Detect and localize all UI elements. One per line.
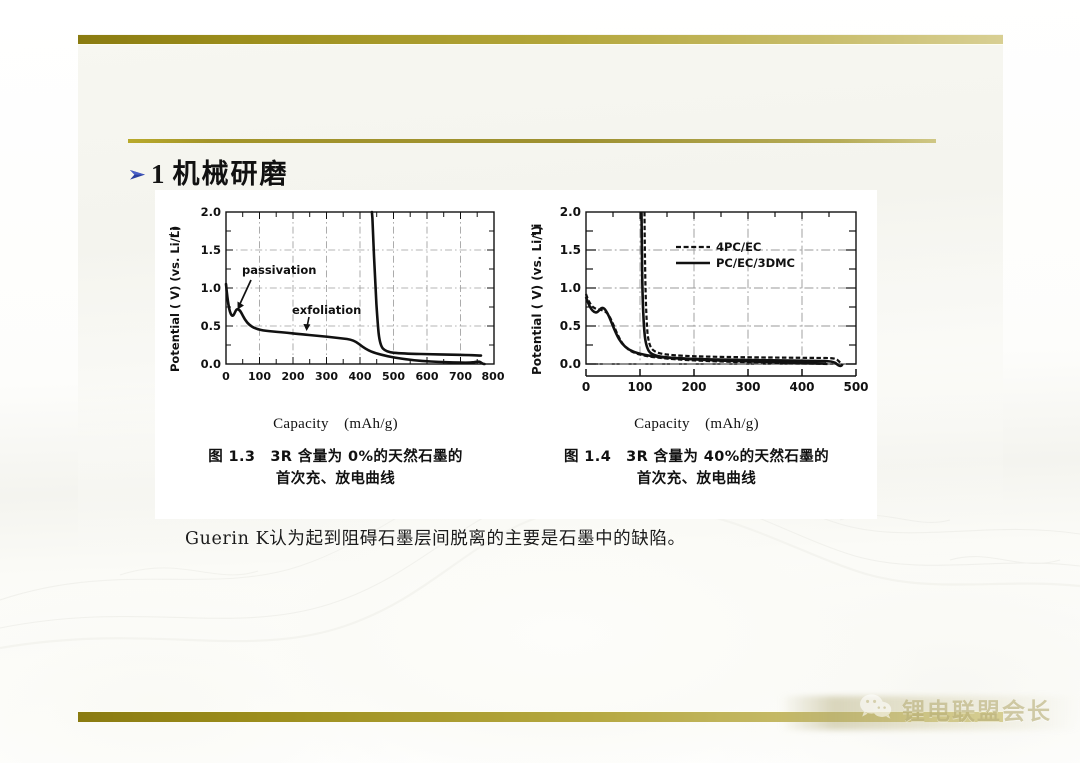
- chart-1-3-discharge-curve: [224, 282, 486, 366]
- chart-1-4-pcec3dmc-discharge: [584, 296, 826, 365]
- chart-1-4-svg: Potential ( V) (vs. Li/Li + ) 2.0 1.5 1.…: [529, 205, 869, 394]
- chart-1-3-xtick-100: 100: [248, 370, 271, 383]
- chart-1-3-xtick-700: 700: [449, 370, 472, 383]
- chart-1-4-xtick-300: 300: [735, 380, 760, 394]
- chart-1-4-xtick-500: 500: [843, 380, 868, 394]
- chart-1-4-xtick-0: 0: [581, 380, 589, 394]
- watermark: 锂电联盟会长: [859, 692, 1052, 726]
- figure-panel: Potential ( V) (vs. Li/Li + ) 2.0 1.5 1.…: [155, 190, 877, 519]
- chart-1-3-annotation-passivation: passivation: [242, 263, 316, 277]
- chart-1-4-ytick-2.0: 2.0: [559, 205, 580, 219]
- chart-1-4: Potential ( V) (vs. Li/Li + ) 2.0 1.5 1.…: [516, 190, 877, 406]
- chart-1-3-xtick-500: 500: [382, 370, 405, 383]
- chart-1-3-xtick-800: 800: [481, 370, 504, 383]
- chart-1-3-annotation-exfoliation: exfoliation: [292, 303, 361, 317]
- svg-text:): ): [530, 226, 544, 231]
- chart-1-3-xtick-300: 300: [315, 370, 338, 383]
- chart-1-4-4pcec-charge: [642, 211, 842, 365]
- chart-1-3-xtick-600: 600: [415, 370, 438, 383]
- svg-text:): ): [168, 226, 182, 231]
- chart-1-4-xtick-400: 400: [789, 380, 814, 394]
- title-divider-line: [128, 139, 936, 143]
- chart-1-3-ytick-0.5: 0.5: [200, 319, 220, 333]
- chart-1-3-xlabel: Capacity (mAh/g): [273, 416, 398, 432]
- chart-1-4-ytick-0.0: 0.0: [559, 357, 580, 371]
- figure-1-4-caption: 图 1.4 3R 含量为 40%的天然石墨的 首次充、放电曲线: [516, 446, 877, 491]
- page-title-text: 机械研磨: [172, 159, 289, 190]
- chart-1-3-xtick-0: 0: [222, 370, 230, 383]
- chart-1-3-ytick-0.0: 0.0: [200, 357, 220, 371]
- watermark-text: 锂电联盟会长: [902, 699, 1052, 725]
- chart-1-4-pcec3dmc-charge: [639, 211, 844, 368]
- chart-1-3-ytick-1.5: 1.5: [200, 243, 220, 257]
- figure-1-4-caption-line1: 图 1.4 3R 含量为 40%的天然石墨的: [563, 449, 830, 465]
- figure-1-4: Potential ( V) (vs. Li/Li + ) 2.0 1.5 1.…: [516, 190, 877, 519]
- chart-1-4-legend-label-0: 4PC/EC: [716, 240, 761, 254]
- chart-1-4-xlabel: Capacity (mAh/g): [634, 416, 759, 432]
- page-title: 1 机械研磨: [128, 152, 289, 191]
- chart-1-4-xtick-100: 100: [627, 380, 652, 394]
- top-gold-bar: [78, 35, 1003, 44]
- chart-1-4-legend: 4PC/EC PC/EC/3DMC: [675, 240, 795, 270]
- bottom-gold-bar: [78, 712, 1003, 722]
- chart-1-3-xtick-200: 200: [281, 370, 304, 383]
- chart-1-3-ytick-1.0: 1.0: [200, 281, 220, 295]
- chart-1-3-ytick-2.0: 2.0: [200, 205, 220, 219]
- chart-1-3: Potential ( V) (vs. Li/Li + ) 2.0 1.5 1.…: [155, 190, 516, 406]
- figure-1-3-caption-line1: 图 1.3 3R 含量为 0%的天然石墨的: [208, 449, 463, 465]
- svg-text:+: +: [167, 231, 176, 238]
- figure-1-3: Potential ( V) (vs. Li/Li + ) 2.0 1.5 1.…: [155, 190, 516, 519]
- chart-1-4-xtick-200: 200: [681, 380, 706, 394]
- page-title-number: 1: [151, 159, 165, 189]
- body-paragraph: Guerin K认为起到阻碍石墨层间脱离的主要是石墨中的缺陷。: [185, 529, 686, 549]
- chart-1-3-ylabel: Potential ( V) (vs. Li/Li: [168, 227, 182, 372]
- wechat-icon: [859, 693, 893, 726]
- figure-1-3-caption-line2: 首次充、放电曲线: [275, 471, 396, 488]
- figure-1-4-caption-line2: 首次充、放电曲线: [636, 471, 757, 488]
- chart-1-4-ytick-1.5: 1.5: [559, 243, 580, 257]
- blue-arrow-bullet-icon: [128, 165, 148, 185]
- chart-1-4-ytick-0.5: 0.5: [559, 319, 580, 333]
- chart-1-3-charge-curve: [370, 210, 482, 357]
- chart-1-4-ylabel: Potential ( V) (vs. Li/Li: [530, 224, 544, 375]
- chart-1-3-svg: Potential ( V) (vs. Li/Li + ) 2.0 1.5 1.…: [167, 205, 505, 383]
- svg-text:+: +: [529, 231, 538, 238]
- chart-1-4-legend-label-1: PC/EC/3DMC: [716, 256, 795, 270]
- chart-1-3-xtick-400: 400: [348, 370, 371, 383]
- chart-1-4-ytick-1.0: 1.0: [559, 281, 580, 295]
- figure-1-3-caption: 图 1.3 3R 含量为 0%的天然石墨的 首次充、放电曲线: [155, 446, 516, 491]
